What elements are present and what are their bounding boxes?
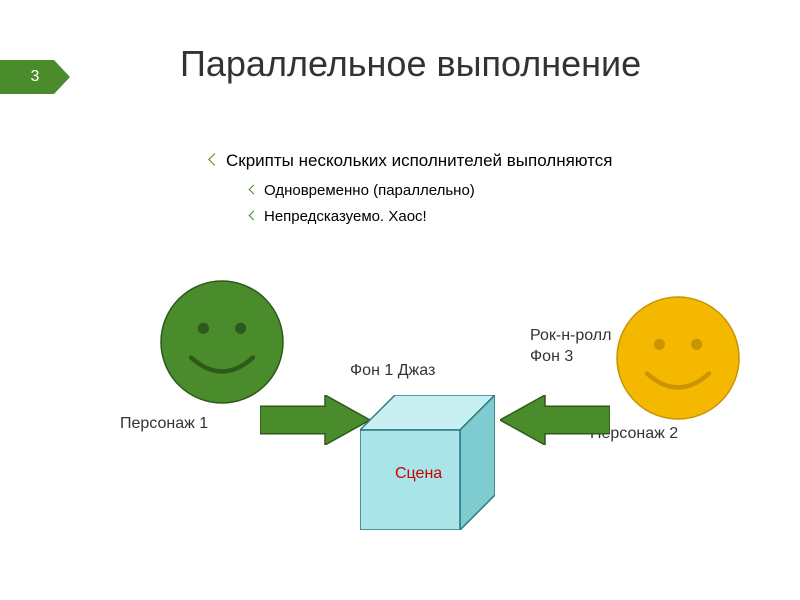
stage-label: Сцена	[395, 465, 442, 483]
background-rock-label: Рок-н-ролл	[530, 327, 611, 345]
page-number-badge: 3	[0, 60, 70, 94]
arrow-left-to-stage	[260, 395, 370, 445]
background-fon3-label: Фон 3	[530, 348, 573, 366]
character-1-label: Персонаж 1	[120, 415, 208, 433]
page-number: 3	[31, 68, 40, 86]
smiley-character-2	[616, 296, 740, 420]
stage-cube	[360, 395, 495, 530]
diagram-area: Персонаж 1 Персонаж 2 Фон 1 Джаз Рок-н-р…	[0, 0, 800, 600]
smiley-character-1	[160, 280, 284, 404]
background-jazz-label: Фон 1 Джаз	[350, 362, 435, 380]
arrow-right-to-stage	[500, 395, 610, 445]
